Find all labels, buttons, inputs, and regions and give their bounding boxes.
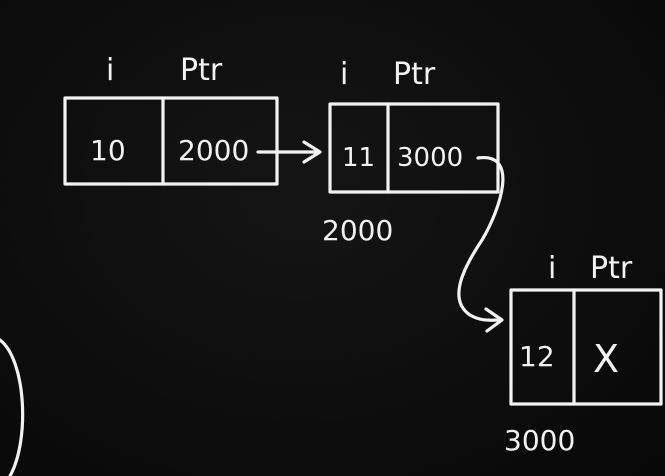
node-1-label-i: i: [106, 53, 114, 88]
node-3-i-value: 12: [519, 340, 555, 373]
node-3-ptr-value: X: [593, 337, 619, 381]
node-2: i Ptr 11 3000 2000: [322, 57, 500, 247]
partial-circle-mark: [0, 338, 25, 476]
node-2-i-value: 11: [342, 143, 375, 173]
node-2-ptr-value: 3000: [397, 143, 463, 173]
arrow-node1-to-node2: [256, 140, 322, 164]
node-3-box: [509, 288, 663, 406]
node-1: i Ptr 10 2000: [63, 53, 279, 186]
node-1-box: [63, 96, 279, 186]
node-3-label-ptr: Ptr: [590, 251, 633, 286]
node-1-ptr-value: 2000: [178, 134, 249, 167]
arrow-node2-to-node3: [457, 156, 505, 333]
node-2-address: 2000: [322, 214, 393, 247]
node-2-box: [328, 102, 500, 194]
node-1-i-value: 10: [90, 134, 126, 167]
node-3-label-i: i: [548, 251, 556, 286]
node-2-label-ptr: Ptr: [393, 57, 436, 92]
node-2-label-i: i: [340, 57, 348, 92]
node-3-address: 3000: [504, 424, 575, 457]
node-3: i Ptr 12 X 3000: [504, 251, 663, 457]
node-1-label-ptr: Ptr: [180, 53, 223, 88]
